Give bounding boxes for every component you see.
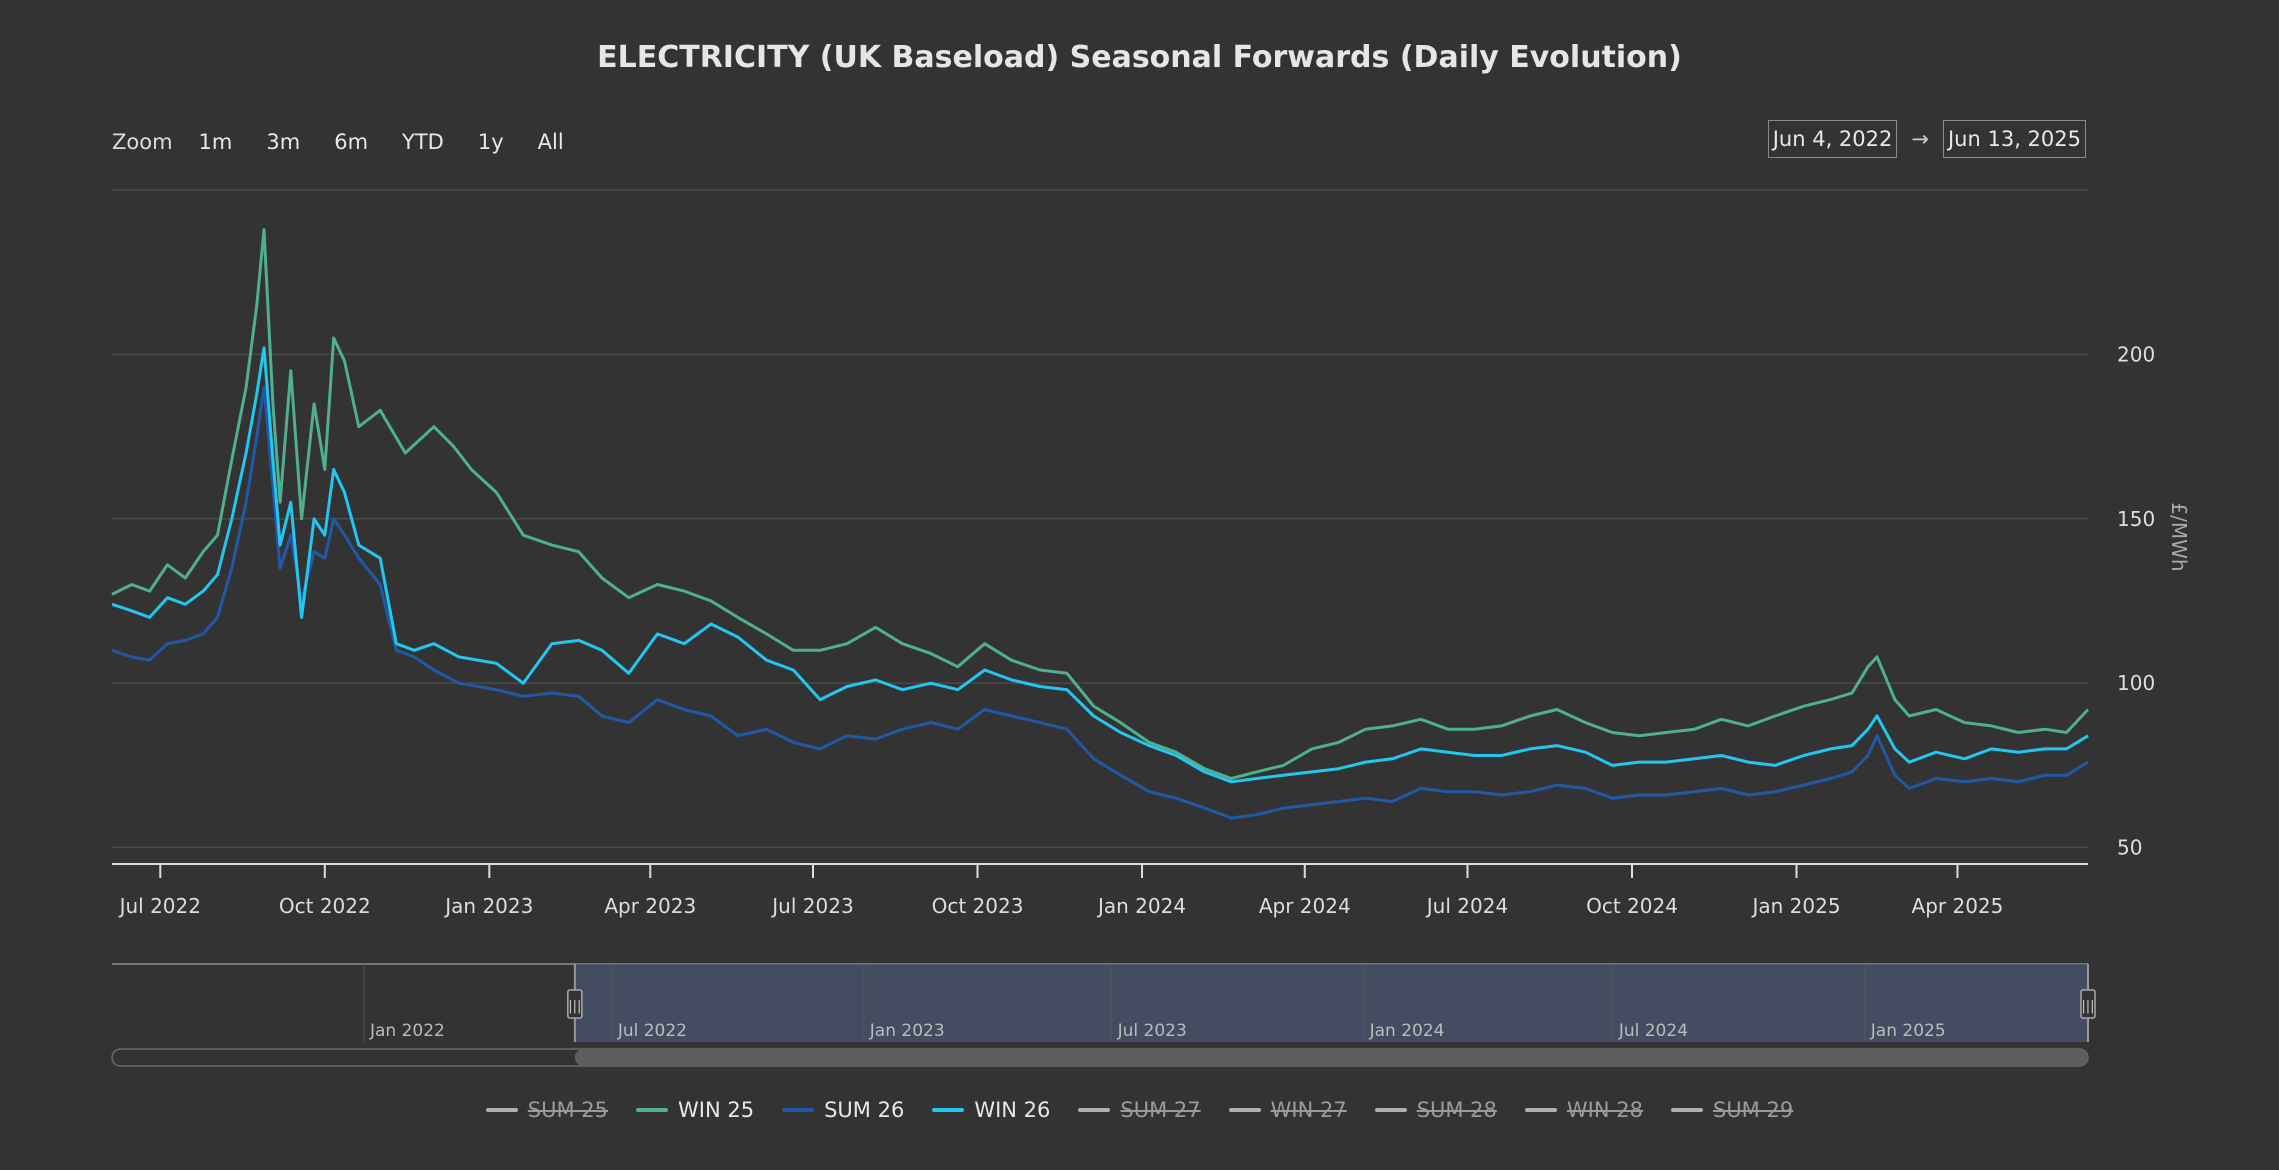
- legend: SUM 25 WIN 25 SUM 26 WIN 26 SUM 27 WIN 27 SUM …: [0, 1098, 2279, 1122]
- x-tick-label: Jul 2022: [118, 894, 201, 918]
- date-range-selector: Jun 4, 2022 → Jun 13, 2025: [1767, 120, 2086, 158]
- legend-item-sum-27[interactable]: SUM 27: [1078, 1098, 1201, 1122]
- grid-lines: [112, 189, 2088, 849]
- navigator-tick-label: Jul 2022: [617, 1021, 687, 1041]
- navigator-tick-label: Jan 2022: [369, 1021, 445, 1041]
- handle-box: [567, 989, 583, 1019]
- legend-swatch: [782, 1108, 815, 1112]
- legend-label: SUM 25: [527, 1098, 609, 1122]
- legend-label: WIN 26: [974, 1098, 1051, 1122]
- y-axis-title: £/MWh: [2167, 502, 2191, 571]
- navigator-right-handle[interactable]: |||: [2080, 989, 2096, 1019]
- navigator-tick-label: Jan 2025: [1870, 1021, 1946, 1041]
- navigator-tick-label: Jan 2024: [1369, 1021, 1445, 1041]
- legend-item-sum-28[interactable]: SUM 28: [1374, 1098, 1497, 1122]
- x-tick-label: Jan 2025: [1750, 894, 1840, 918]
- x-tick-label: Apr 2024: [1259, 894, 1351, 918]
- scrollbar-thumb[interactable]: [574, 1049, 2088, 1066]
- y-tick-label: 150: [2117, 507, 2155, 531]
- x-tick-label: Jul 2024: [1425, 894, 1508, 918]
- x-tick-label: Jan 2023: [443, 894, 533, 918]
- handle-box: [2080, 989, 2096, 1019]
- zoom-3m-button[interactable]: 3m: [266, 130, 301, 154]
- legend-item-win-26[interactable]: WIN 26: [932, 1098, 1050, 1122]
- x-tick-label: Apr 2025: [1912, 894, 2004, 918]
- navigator-selection: [574, 964, 2088, 1042]
- series-lines: [111, 228, 2090, 820]
- zoom-all-button[interactable]: All: [537, 130, 564, 154]
- navigator[interactable]: Jan 2022 Jul 2022 Jan 2023 Jul 2023 Jan 2024…: [111, 963, 2096, 1067]
- series-line-win-26: [111, 346, 2089, 784]
- legend-label: WIN 25: [678, 1098, 755, 1122]
- y-tick-label: 100: [2117, 671, 2155, 695]
- legend-label: WIN 28: [1566, 1098, 1643, 1122]
- legend-swatch: [1228, 1108, 1261, 1112]
- x-tick-label: Oct 2023: [932, 894, 1024, 918]
- y-axis: 50 100 150 200: [2117, 342, 2155, 859]
- x-tick-label: Apr 2023: [604, 894, 696, 918]
- legend-item-sum-29[interactable]: SUM 29: [1670, 1098, 1794, 1122]
- zoom-controls: Zoom 1m 3m 6m YTD 1y All: [112, 126, 578, 158]
- x-tick-label: Jul 2023: [770, 894, 853, 918]
- legend-item-win-25[interactable]: WIN 25: [636, 1098, 754, 1122]
- zoom-6m-button[interactable]: 6m: [334, 130, 369, 154]
- zoom-1m-button[interactable]: 1m: [198, 130, 233, 154]
- legend-item-sum-26[interactable]: SUM 26: [782, 1098, 904, 1122]
- legend-label: SUM 29: [1712, 1098, 1794, 1122]
- legend-label: SUM 28: [1416, 1098, 1497, 1122]
- legend-item-win-27[interactable]: WIN 27: [1228, 1098, 1347, 1122]
- handle-grip-icon: |||: [568, 999, 581, 1014]
- legend-label: SUM 26: [824, 1098, 905, 1122]
- legend-swatch: [485, 1108, 518, 1112]
- range-from-input[interactable]: Jun 4, 2022: [1767, 120, 1898, 158]
- handle-grip-icon: |||: [2081, 999, 2094, 1014]
- x-tick-label: Oct 2022: [279, 894, 371, 918]
- x-tick-label: Oct 2024: [1586, 894, 1678, 918]
- range-to-input[interactable]: Jun 13, 2025: [1942, 120, 2086, 158]
- legend-swatch: [636, 1108, 669, 1112]
- range-arrow: →: [1911, 127, 1929, 151]
- navigator-tick-label: Jul 2023: [1117, 1021, 1187, 1041]
- legend-item-sum-25[interactable]: SUM 25: [485, 1098, 609, 1122]
- navigator-tick-label: Jul 2024: [1618, 1021, 1688, 1041]
- zoom-label: Zoom: [112, 130, 173, 154]
- navigator-tick-label: Jan 2023: [869, 1021, 945, 1041]
- legend-swatch: [1374, 1108, 1407, 1112]
- legend-swatch: [1524, 1108, 1557, 1112]
- zoom-ytd-button[interactable]: YTD: [402, 130, 444, 154]
- legend-label: SUM 27: [1120, 1098, 1201, 1122]
- zoom-1y-button[interactable]: 1y: [477, 130, 504, 154]
- navigator-left-handle[interactable]: |||: [567, 989, 583, 1019]
- legend-swatch: [1078, 1108, 1111, 1112]
- series-line-win-25: [111, 228, 2090, 780]
- legend-label: WIN 27: [1270, 1098, 1347, 1122]
- y-tick-label: 50: [2117, 836, 2142, 860]
- legend-swatch: [932, 1108, 965, 1112]
- x-axis: Jul 2022 Oct 2022 Jan 2023 Apr 2023 Jul 2023…: [112, 863, 2088, 918]
- legend-swatch: [1670, 1108, 1703, 1112]
- chart-title: ELECTRICITY (UK Baseload) Seasonal Forwa…: [597, 40, 1682, 75]
- x-tick-label: Jan 2024: [1096, 894, 1186, 918]
- y-tick-label: 200: [2117, 342, 2155, 366]
- legend-item-win-28[interactable]: WIN 28: [1524, 1098, 1643, 1122]
